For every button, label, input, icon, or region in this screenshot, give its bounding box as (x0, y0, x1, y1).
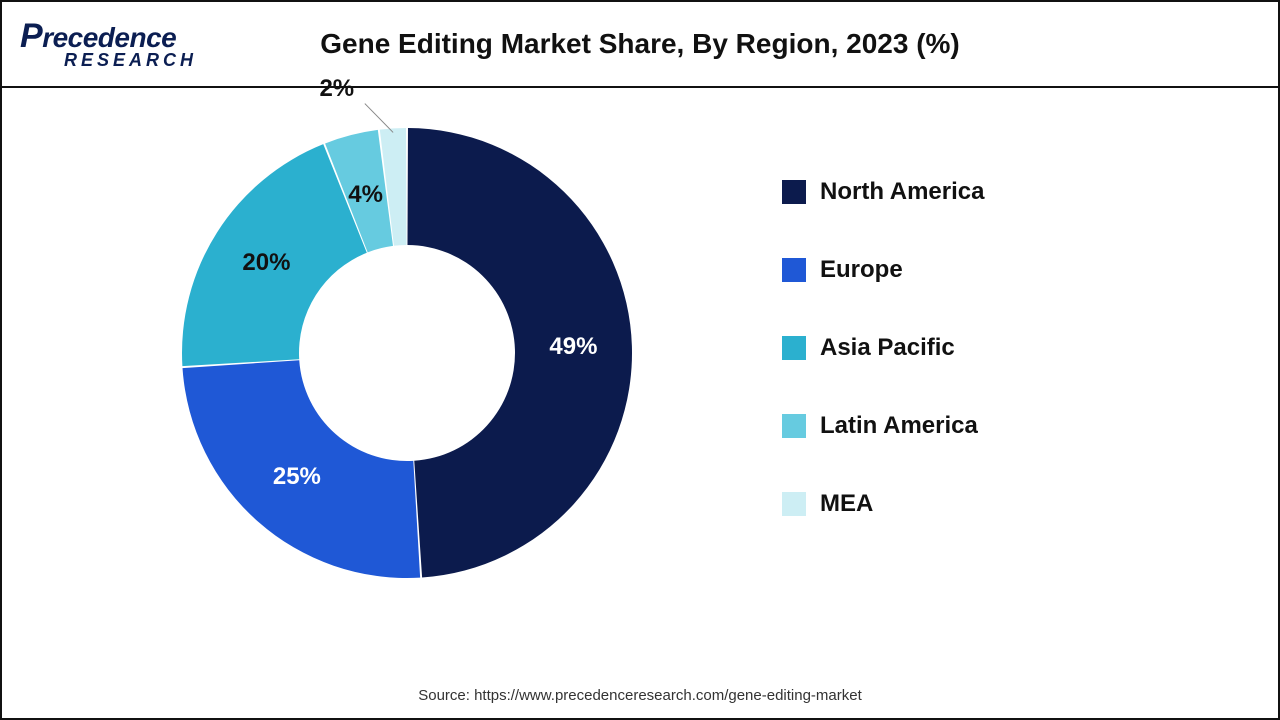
logo-word: recedence (42, 22, 176, 53)
slice-data-label: 2% (319, 75, 354, 102)
donut-chart: 49%25%20%4%2% (182, 128, 632, 578)
legend-label: MEA (820, 490, 873, 518)
chart-container: Precedence RESEARCH Gene Editing Market … (0, 0, 1280, 720)
header: Precedence RESEARCH Gene Editing Market … (2, 2, 1278, 88)
logo-main-text: Precedence (20, 19, 197, 53)
legend-item: MEA (782, 490, 984, 518)
brand-logo: Precedence RESEARCH (20, 19, 197, 69)
legend-label: Latin America (820, 412, 978, 440)
donut-svg: 49%25%20%4%2% (182, 128, 632, 578)
logo-p-letter: P (20, 17, 42, 55)
legend-item: Asia Pacific (782, 334, 984, 362)
legend-label: Asia Pacific (820, 334, 955, 362)
slice-data-label: 49% (549, 333, 597, 360)
source-text: Source: https://www.precedenceresearch.c… (2, 687, 1278, 704)
callout-line (365, 104, 393, 133)
slice-data-label: 4% (348, 181, 383, 208)
legend-swatch (782, 414, 806, 438)
donut-slice (407, 128, 632, 577)
legend-label: North America (820, 178, 984, 206)
legend-item: Europe (782, 256, 984, 284)
legend-swatch (782, 336, 806, 360)
logo-sub-text: RESEARCH (64, 51, 197, 69)
legend-item: Latin America (782, 412, 984, 440)
slice-data-label: 20% (242, 249, 290, 276)
legend-label: Europe (820, 256, 903, 284)
legend-swatch (782, 258, 806, 282)
legend: North America Europe Asia Pacific Latin Ame… (782, 178, 984, 518)
legend-swatch (782, 180, 806, 204)
legend-item: North America (782, 178, 984, 206)
chart-body: 49%25%20%4%2% North AmericaEuropeAsia Pa… (2, 88, 1278, 718)
legend-swatch (782, 492, 806, 516)
slice-data-label: 25% (273, 463, 321, 490)
